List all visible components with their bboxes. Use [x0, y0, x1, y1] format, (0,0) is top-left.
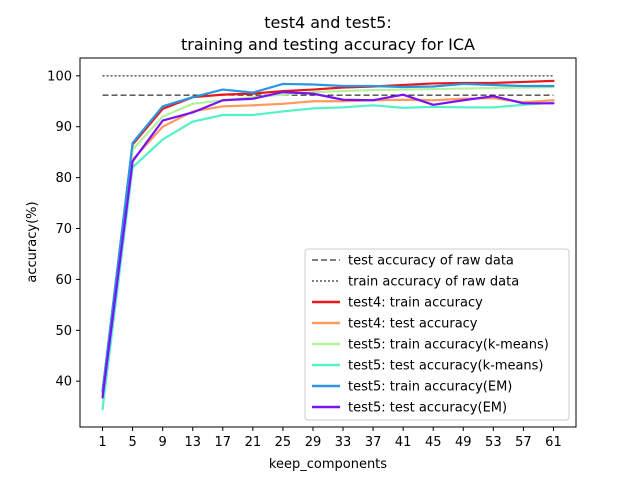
legend-label-3: test4: train accuracy — [348, 296, 483, 311]
series-line-5 — [101, 82, 555, 393]
x-tick-label: 21 — [245, 435, 262, 450]
x-tick-label: 13 — [184, 435, 201, 450]
x-tick-label: 45 — [425, 435, 442, 450]
legend-label-1: test accuracy of raw data — [348, 254, 514, 269]
x-axis-label: keep_components — [269, 457, 387, 472]
series-line-3 — [101, 85, 555, 398]
x-tick-label: 57 — [515, 435, 532, 450]
x-tick-label: 33 — [335, 435, 352, 450]
legend-label-8: test5: test accuracy(EM) — [348, 401, 507, 416]
x-axis-ticks: 1 5 9 13 17 21 25 29 33 37 41 45 49 53 57 61 — [98, 427, 562, 450]
y-tick-label: 100 — [47, 69, 72, 84]
legend-label-5: test5: train accuracy(k-means) — [348, 338, 549, 353]
series-line-6 — [101, 90, 555, 399]
x-tick-label: 1 — [98, 435, 106, 450]
x-tick-label: 49 — [455, 435, 472, 450]
series-lines — [101, 79, 555, 411]
legend-label-7: test5: train accuracy(EM) — [348, 380, 512, 395]
x-tick-label: 61 — [545, 435, 562, 450]
legend-label-4: test4: test accuracy — [348, 317, 478, 332]
series-line-4 — [101, 101, 555, 411]
y-tick-label: 90 — [55, 120, 72, 135]
x-tick-label: 9 — [159, 435, 167, 450]
legend-label-6: test5: test accuracy(k-means) — [348, 359, 544, 374]
y-tick-label: 70 — [55, 222, 72, 237]
x-tick-label: 29 — [305, 435, 322, 450]
legend-label-2: train accuracy of raw data — [348, 275, 519, 290]
y-axis-ticks: 40 50 60 70 80 90 100 — [47, 69, 80, 390]
y-tick-label: 50 — [55, 324, 72, 339]
axes-frame — [79, 57, 577, 428]
x-tick-label: 37 — [365, 435, 382, 450]
series-line-1 — [101, 79, 555, 393]
y-tick-label: 40 — [55, 375, 72, 390]
x-tick-label: 41 — [395, 435, 412, 450]
y-tick-label: 60 — [55, 273, 72, 288]
legend-box — [304, 248, 570, 421]
chart-title-line2: training and testing accuracy for ICA — [181, 35, 475, 54]
y-axis-label: accuracy(%) — [25, 201, 40, 282]
x-tick-label: 53 — [485, 435, 502, 450]
legend: test accuracy of raw data train accuracy … — [304, 248, 570, 421]
chart-title-line1: test4 and test5: — [264, 13, 391, 32]
x-tick-label: 25 — [275, 435, 292, 450]
x-tick-label: 5 — [128, 435, 136, 450]
y-tick-label: 80 — [55, 171, 72, 186]
x-tick-label: 17 — [215, 435, 232, 450]
reference-lines — [102, 75, 554, 96]
